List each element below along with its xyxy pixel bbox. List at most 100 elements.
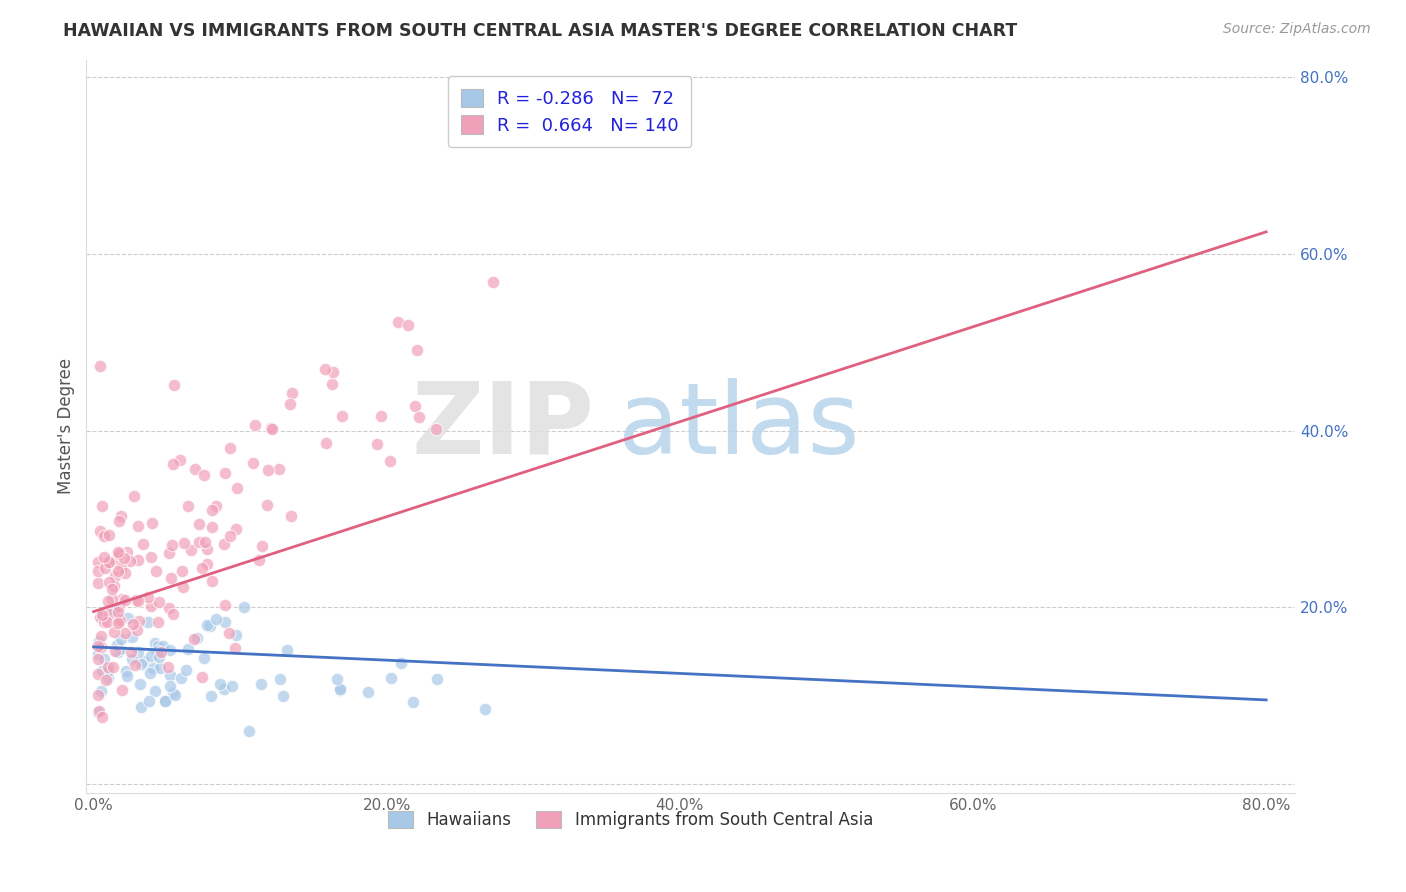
Point bbox=[98, 607, 121, 621]
Point bbox=[105, 553, 128, 567]
Point bbox=[169, 453, 191, 467]
Point bbox=[89, 704, 111, 718]
Point bbox=[136, 615, 159, 630]
Point bbox=[380, 454, 402, 468]
Point bbox=[163, 377, 186, 392]
Point bbox=[141, 516, 163, 531]
Text: Source: ZipAtlas.com: Source: ZipAtlas.com bbox=[1223, 22, 1371, 37]
Point bbox=[112, 551, 135, 566]
Point bbox=[97, 528, 120, 542]
Point bbox=[114, 566, 136, 581]
Point bbox=[271, 689, 294, 703]
Point bbox=[145, 565, 167, 579]
Point bbox=[224, 640, 246, 655]
Point bbox=[396, 318, 419, 332]
Point bbox=[177, 642, 200, 657]
Point bbox=[162, 457, 184, 471]
Text: atlas: atlas bbox=[619, 377, 860, 475]
Point bbox=[193, 651, 215, 665]
Point bbox=[114, 626, 136, 640]
Point bbox=[128, 614, 150, 628]
Point bbox=[132, 654, 155, 668]
Point bbox=[89, 633, 111, 648]
Point bbox=[108, 599, 131, 613]
Point bbox=[380, 671, 402, 685]
Point bbox=[330, 409, 353, 424]
Point bbox=[173, 536, 195, 550]
Point bbox=[404, 399, 426, 413]
Point bbox=[104, 569, 127, 583]
Point bbox=[105, 638, 128, 652]
Point bbox=[256, 498, 278, 512]
Point bbox=[110, 632, 132, 646]
Point bbox=[149, 661, 172, 675]
Point bbox=[127, 645, 149, 659]
Point bbox=[221, 679, 243, 693]
Point bbox=[90, 629, 112, 643]
Point bbox=[89, 359, 111, 373]
Point bbox=[87, 688, 110, 702]
Point bbox=[193, 468, 215, 483]
Point bbox=[142, 661, 165, 675]
Point bbox=[159, 679, 181, 693]
Point bbox=[260, 421, 283, 435]
Point bbox=[153, 694, 176, 708]
Point bbox=[329, 682, 352, 697]
Point bbox=[138, 590, 160, 604]
Point bbox=[370, 409, 392, 423]
Point bbox=[139, 666, 162, 681]
Point bbox=[131, 657, 153, 672]
Point bbox=[278, 397, 301, 411]
Point bbox=[152, 639, 174, 653]
Point bbox=[201, 574, 224, 589]
Point bbox=[108, 547, 131, 561]
Point bbox=[165, 688, 187, 702]
Point bbox=[87, 565, 110, 579]
Point bbox=[214, 467, 236, 481]
Point bbox=[97, 556, 120, 570]
Point bbox=[121, 630, 143, 644]
Point bbox=[145, 683, 167, 698]
Point bbox=[129, 699, 152, 714]
Point bbox=[97, 555, 120, 569]
Point bbox=[314, 362, 336, 376]
Point bbox=[186, 631, 208, 645]
Point bbox=[110, 508, 132, 523]
Point bbox=[184, 462, 207, 476]
Point bbox=[97, 659, 120, 673]
Point bbox=[107, 605, 129, 619]
Point bbox=[107, 564, 129, 578]
Point bbox=[325, 672, 347, 686]
Point bbox=[315, 436, 337, 450]
Point bbox=[260, 421, 283, 435]
Point bbox=[159, 643, 181, 657]
Point bbox=[108, 614, 131, 628]
Point bbox=[276, 642, 298, 657]
Point bbox=[172, 580, 194, 594]
Point bbox=[474, 702, 496, 716]
Point bbox=[103, 603, 125, 617]
Point bbox=[91, 607, 114, 622]
Point bbox=[127, 594, 149, 608]
Point bbox=[204, 500, 226, 514]
Point bbox=[148, 650, 170, 665]
Point bbox=[90, 640, 112, 655]
Point bbox=[103, 579, 125, 593]
Point bbox=[108, 514, 131, 528]
Y-axis label: Master's Degree: Master's Degree bbox=[58, 358, 75, 494]
Point bbox=[195, 618, 218, 632]
Point bbox=[387, 315, 409, 329]
Point bbox=[214, 615, 236, 629]
Point bbox=[200, 503, 222, 517]
Point bbox=[170, 564, 193, 578]
Point bbox=[194, 534, 217, 549]
Point bbox=[111, 591, 134, 606]
Point bbox=[150, 645, 173, 659]
Point bbox=[110, 547, 132, 561]
Point bbox=[188, 535, 211, 549]
Point bbox=[101, 660, 124, 674]
Point bbox=[93, 615, 115, 629]
Point bbox=[267, 462, 290, 476]
Point bbox=[250, 539, 273, 553]
Point bbox=[120, 645, 142, 659]
